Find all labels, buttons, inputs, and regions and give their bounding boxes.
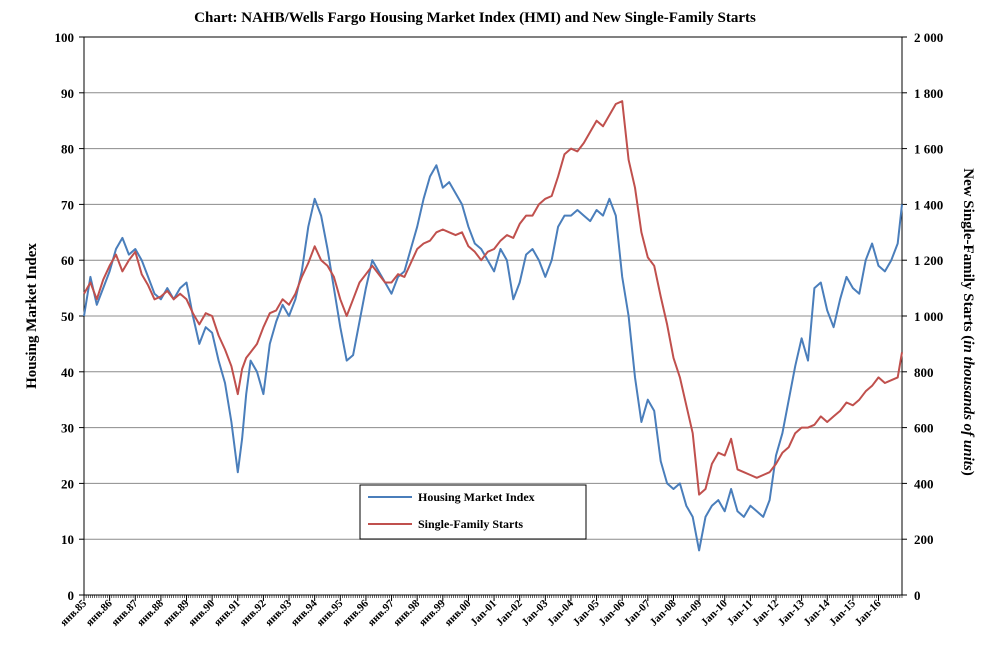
right-axis-title: New Single-Family Starts (in thousands o… bbox=[960, 168, 976, 476]
x-tick-label: янв.87 bbox=[109, 597, 140, 628]
left-tick-label: 0 bbox=[68, 588, 75, 603]
right-axis-title-prefix: New Single-Family Starts ( bbox=[960, 168, 976, 340]
right-tick-label: 400 bbox=[914, 476, 934, 491]
x-tick-label: янв.98 bbox=[391, 597, 422, 628]
left-tick-label: 50 bbox=[61, 309, 74, 324]
right-tick-label: 1 800 bbox=[914, 86, 943, 101]
x-tick-label: янв.95 bbox=[314, 597, 345, 628]
x-tick-label: Jan-13 bbox=[776, 597, 807, 628]
series-line-housing-market-index bbox=[83, 164, 903, 552]
legend-label-hmi: Housing Market Index bbox=[418, 490, 535, 504]
right-tick-label: 0 bbox=[914, 588, 921, 603]
right-axis-title-suffix: ) bbox=[960, 471, 976, 476]
left-axis-title: Housing Market Index bbox=[24, 243, 40, 389]
x-tick-label: Jan-11 bbox=[725, 598, 756, 629]
right-tick-label: 800 bbox=[914, 365, 934, 380]
x-tick-label: Jan-06 bbox=[596, 597, 627, 628]
series-lines bbox=[83, 100, 903, 552]
x-tick-label: Jan-07 bbox=[622, 597, 653, 628]
left-tick-label: 90 bbox=[61, 86, 74, 101]
x-tick-label: Jan-15 bbox=[827, 597, 858, 628]
x-tick-label: Jan-09 bbox=[673, 597, 704, 628]
left-tick-label: 100 bbox=[55, 30, 75, 45]
left-tick-label: 40 bbox=[61, 365, 74, 380]
series-line-single-family-starts bbox=[83, 100, 903, 496]
x-tick-label: янв.99 bbox=[417, 597, 448, 628]
x-axis-ticks: янв.85янв.86янв.87янв.88янв.89янв.90янв.… bbox=[58, 595, 903, 629]
right-axis-title-italic: in thousands of units bbox=[960, 340, 976, 471]
left-tick-label: 10 bbox=[61, 532, 74, 547]
x-tick-label: янв.90 bbox=[186, 597, 217, 628]
left-tick-label: 30 bbox=[61, 421, 74, 436]
x-tick-label: янв.88 bbox=[135, 597, 166, 628]
x-tick-label: Jan-14 bbox=[801, 597, 832, 628]
x-tick-label: Jan-08 bbox=[648, 597, 679, 628]
x-tick-label: Jan-12 bbox=[750, 597, 781, 628]
x-tick-label: янв.96 bbox=[340, 597, 371, 628]
x-tick-label: Jan-02 bbox=[494, 597, 525, 628]
x-tick-label: Jan-01 bbox=[468, 598, 499, 629]
x-tick-label: янв.97 bbox=[366, 597, 397, 628]
x-tick-label: Jan-05 bbox=[571, 597, 602, 628]
chart-title: Chart: NAHB/Wells Fargo Housing Market I… bbox=[194, 10, 756, 26]
x-tick-label: янв.93 bbox=[263, 597, 294, 628]
x-tick-label: янв.89 bbox=[161, 597, 192, 628]
x-tick-label: янв.86 bbox=[84, 597, 115, 628]
right-axis-ticks: 0 200 400 600 800 1 000 1 200 1 400 1 600 1 800 2 … bbox=[902, 30, 943, 603]
x-tick-label: янв.92 bbox=[237, 597, 268, 628]
right-tick-label: 1 400 bbox=[914, 197, 943, 212]
right-tick-label: 2 000 bbox=[914, 30, 943, 45]
x-tick-label: янв.94 bbox=[289, 597, 320, 628]
left-axis-ticks: 0 10 20 30 40 50 60 70 80 90 100 bbox=[55, 30, 84, 603]
right-tick-label: 600 bbox=[914, 421, 934, 436]
x-tick-label: Jan-16 bbox=[853, 597, 884, 628]
x-tick-label: Jan-04 bbox=[545, 597, 576, 628]
left-tick-label: 80 bbox=[61, 142, 74, 157]
legend-label-starts: Single-Family Starts bbox=[418, 517, 523, 531]
left-tick-label: 60 bbox=[61, 253, 74, 268]
x-tick-label: янв.00 bbox=[442, 597, 473, 628]
right-tick-label: 1 200 bbox=[914, 253, 943, 268]
legend-box bbox=[359, 484, 587, 540]
x-tick-label: Jan-10 bbox=[699, 597, 730, 628]
right-tick-label: 1 000 bbox=[914, 309, 943, 324]
right-tick-label: 1 600 bbox=[914, 142, 943, 157]
left-tick-label: 70 bbox=[61, 197, 74, 212]
x-tick-label: янв.91 bbox=[212, 598, 243, 629]
legend: Housing Market Index Single-Family Start… bbox=[359, 484, 587, 540]
right-tick-label: 200 bbox=[914, 532, 934, 547]
gridlines bbox=[84, 92, 902, 540]
x-tick-label: Jan-03 bbox=[519, 597, 550, 628]
left-tick-label: 20 bbox=[61, 476, 74, 491]
